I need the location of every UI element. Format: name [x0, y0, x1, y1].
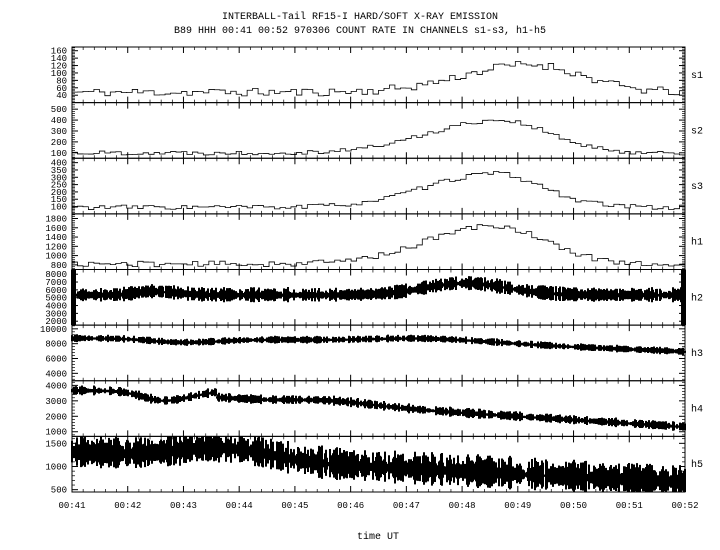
- svg-text:1000: 1000: [45, 463, 67, 473]
- svg-text:00:42: 00:42: [114, 501, 141, 511]
- svg-text:h1: h1: [691, 237, 703, 249]
- svg-text:1500: 1500: [45, 439, 67, 449]
- svg-text:00:45: 00:45: [281, 501, 308, 511]
- svg-text:00:52: 00:52: [671, 501, 698, 511]
- svg-text:00:48: 00:48: [449, 501, 476, 511]
- svg-text:s2: s2: [691, 126, 703, 137]
- svg-text:8000: 8000: [45, 340, 67, 350]
- svg-text:160: 160: [51, 47, 67, 57]
- svg-text:3000: 3000: [45, 397, 67, 407]
- svg-text:00:47: 00:47: [393, 501, 420, 511]
- svg-text:h5: h5: [691, 459, 703, 471]
- svg-text:400: 400: [51, 116, 67, 126]
- svg-text:00:46: 00:46: [337, 501, 364, 511]
- svg-text:h2: h2: [691, 292, 703, 304]
- svg-text:2000: 2000: [45, 412, 67, 422]
- svg-text:8000: 8000: [45, 270, 67, 280]
- svg-text:1600: 1600: [45, 224, 67, 234]
- svg-text:4000: 4000: [45, 369, 67, 379]
- svg-text:1800: 1800: [45, 215, 67, 225]
- svg-text:s1: s1: [691, 71, 703, 82]
- svg-text:6000: 6000: [45, 355, 67, 365]
- svg-text:300: 300: [51, 127, 67, 137]
- svg-text:1000: 1000: [45, 252, 67, 262]
- svg-text:h4: h4: [691, 404, 703, 416]
- svg-text:00:51: 00:51: [616, 501, 643, 511]
- svg-text:4000: 4000: [45, 381, 67, 391]
- svg-text:00:44: 00:44: [226, 501, 253, 511]
- svg-text:500: 500: [51, 486, 67, 496]
- svg-text:200: 200: [51, 138, 67, 148]
- svg-text:400: 400: [51, 159, 67, 169]
- svg-text:10000: 10000: [40, 325, 67, 335]
- svg-text:1400: 1400: [45, 233, 67, 243]
- svg-text:00:41: 00:41: [58, 501, 85, 511]
- svg-text:00:50: 00:50: [560, 501, 587, 511]
- svg-text:500: 500: [51, 105, 67, 115]
- svg-text:1200: 1200: [45, 242, 67, 252]
- svg-text:00:43: 00:43: [170, 501, 197, 511]
- svg-text:INTERBALL-Tail RF15-I HARD/SOF: INTERBALL-Tail RF15-I HARD/SOFT X-RAY EM…: [222, 11, 498, 23]
- svg-text:time UT: time UT: [357, 531, 399, 543]
- svg-text:00:49: 00:49: [504, 501, 531, 511]
- svg-text:h3: h3: [691, 348, 703, 360]
- svg-text:B89 HHH 00:41 00:52 970306 CO: B89 HHH 00:41 00:52 970306 COUNT RATE IN…: [174, 25, 546, 37]
- svg-text:s3: s3: [691, 182, 703, 193]
- svg-text:1000: 1000: [45, 428, 67, 438]
- svg-text:100: 100: [51, 149, 67, 159]
